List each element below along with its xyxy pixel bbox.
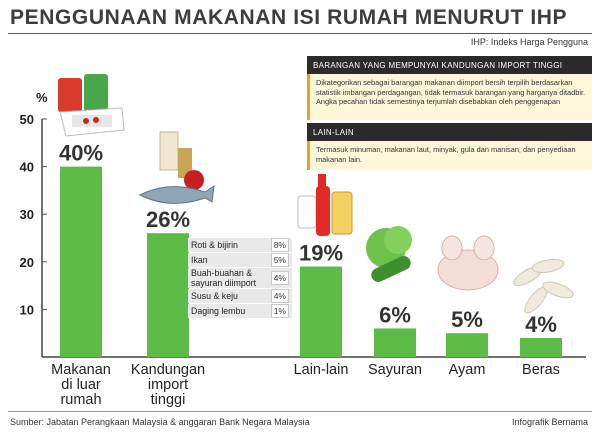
x-category-label: Kandungan bbox=[131, 362, 205, 378]
breakdown-value: 4% bbox=[270, 271, 289, 285]
breakdown-value: 1% bbox=[270, 304, 289, 318]
legend-other-heading: LAIN-LAIN bbox=[307, 123, 592, 141]
x-category-label: Ayam bbox=[449, 362, 486, 378]
y-axis-label: % bbox=[36, 90, 48, 105]
x-category-label: tinggi bbox=[151, 392, 186, 408]
breakdown-row: Buah-buahan & sayuran diimport 4% bbox=[188, 268, 292, 288]
drinks-sauce-icon bbox=[297, 174, 353, 236]
vegetables-icon bbox=[366, 226, 412, 282]
import-breakdown-table: Roti & bijirin 8% Ikan 5% Buah-buahan & sayu… bbox=[188, 238, 292, 319]
bar bbox=[374, 328, 416, 357]
takeaway-food-icon bbox=[58, 74, 125, 137]
x-category-label: import bbox=[148, 377, 188, 393]
bar-value-label: 26% bbox=[146, 207, 190, 232]
credit-note: Infografik Bernama bbox=[511, 417, 588, 427]
y-tick-label: 30 bbox=[20, 207, 34, 222]
bar-value-label: 40% bbox=[59, 141, 103, 166]
breakdown-row: Susu & keju 4% bbox=[188, 289, 292, 303]
rice-grains-icon bbox=[513, 258, 574, 314]
y-tick-label: 40 bbox=[20, 160, 34, 175]
x-category-label: Beras bbox=[522, 362, 560, 378]
breakdown-row: Ikan 5% bbox=[188, 253, 292, 267]
legend-import-heading: BARANGAN YANG MEMPUNYAI KANDUNGAN IMPORT… bbox=[307, 56, 592, 74]
breakdown-label: Daging lembu bbox=[191, 306, 246, 316]
subtitle: IHP: Indeks Harga Pengguna bbox=[470, 37, 588, 47]
breakdown-value: 4% bbox=[270, 289, 289, 303]
breakdown-label: Susu & keju bbox=[191, 291, 238, 301]
x-category-label: rumah bbox=[60, 392, 101, 408]
x-category-label: di luar bbox=[61, 377, 101, 393]
bar-value-label: 5% bbox=[451, 307, 483, 332]
page-title: PENGGUNAAN MAKANAN ISI RUMAH MENURUT IHP bbox=[10, 6, 568, 29]
breakdown-value: 5% bbox=[270, 253, 289, 267]
bar-value-label: 4% bbox=[525, 312, 557, 337]
y-tick-label: 20 bbox=[20, 255, 34, 270]
bar bbox=[520, 337, 562, 357]
title-divider bbox=[8, 33, 592, 34]
bar bbox=[446, 333, 488, 357]
breakdown-row: Daging lembu 1% bbox=[188, 304, 292, 318]
x-category-label: Makanan bbox=[51, 362, 111, 378]
legend-other-text: Termasuk minuman, makanan laut, minyak, … bbox=[307, 141, 592, 170]
breakdown-label: Buah-buahan & sayuran diimport bbox=[191, 268, 257, 288]
x-category-label: Sayuran bbox=[368, 362, 422, 378]
chicken-icon bbox=[437, 235, 499, 291]
bar bbox=[147, 233, 189, 357]
legend-import-text: Dikategorikan sebagai barangan makanan d… bbox=[307, 74, 592, 120]
breakdown-label: Roti & bijirin bbox=[191, 240, 238, 250]
bar-value-label: 6% bbox=[379, 302, 411, 327]
x-category-label: Lain-lain bbox=[294, 362, 349, 378]
breakdown-value: 8% bbox=[270, 238, 289, 252]
breakdown-label: Ikan bbox=[191, 255, 208, 265]
breakdown-row: Roti & bijirin 8% bbox=[188, 238, 292, 252]
footer-divider bbox=[8, 411, 592, 412]
groceries-icon bbox=[138, 131, 215, 204]
bar bbox=[300, 266, 342, 357]
source-note: Sumber: Jabatan Perangkaan Malaysia & an… bbox=[10, 417, 310, 427]
bar bbox=[60, 166, 102, 357]
legend-import: BARANGAN YANG MEMPUNYAI KANDUNGAN IMPORT… bbox=[307, 56, 592, 120]
y-tick-label: 10 bbox=[20, 302, 34, 317]
bar-value-label: 19% bbox=[299, 241, 343, 266]
legend-other: LAIN-LAIN Termasuk minuman, makanan laut… bbox=[307, 123, 592, 170]
y-tick-label: 50 bbox=[20, 112, 34, 127]
